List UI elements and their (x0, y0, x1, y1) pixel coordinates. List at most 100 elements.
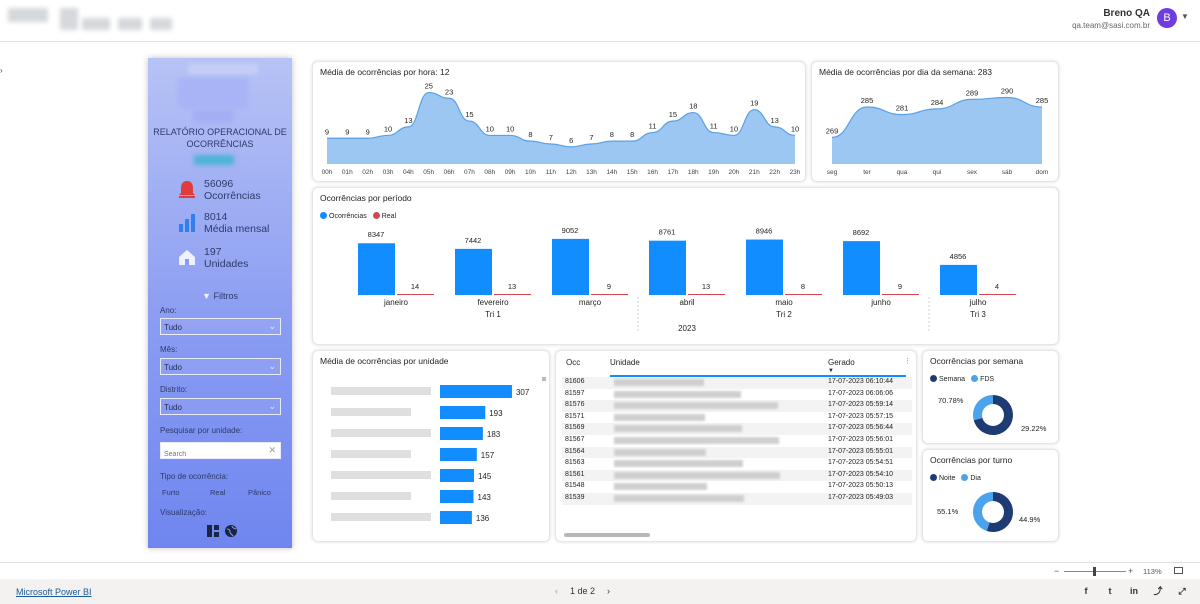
chevron-right-icon[interactable]: › (0, 66, 3, 75)
zoom-out-icon[interactable]: − (1054, 566, 1060, 576)
filter-select-mes[interactable]: Tudo ⌄ (160, 358, 281, 375)
unit-bar[interactable] (440, 406, 486, 419)
unit-chart-title: Média de ocorrências por unidade (320, 356, 449, 366)
unit-bar[interactable] (440, 511, 472, 524)
scroll-indicator[interactable] (542, 377, 546, 381)
bar-ocorrencias[interactable] (649, 240, 686, 295)
x-tick-label: 13h (586, 169, 597, 176)
year-label: 2023 (678, 324, 696, 333)
column-header-unidade[interactable]: Unidade (610, 358, 640, 367)
bar-ocorrencias[interactable] (843, 241, 880, 295)
table-row[interactable]: 81548 17-07-2023 05:50:13 (562, 481, 912, 493)
blurred-unit-label (331, 450, 411, 458)
table-row[interactable]: 81561 17-07-2023 05:54:10 (562, 469, 912, 482)
share-icon[interactable]: ⤴ (1153, 586, 1163, 596)
week-legend: Semana FDS (930, 375, 994, 383)
grid-icon[interactable] (206, 524, 220, 538)
bar-real[interactable] (688, 294, 725, 295)
chevron-left-icon[interactable]: ‹ (555, 586, 558, 596)
bar-ocorrencias[interactable] (455, 248, 492, 295)
linkedin-icon[interactable]: in (1130, 586, 1138, 596)
bar-real[interactable] (494, 294, 531, 295)
cell-unidade-blurred (614, 425, 742, 433)
bar-real[interactable] (591, 294, 628, 295)
cell-unidade-blurred (614, 379, 704, 386)
table-row[interactable]: 81563 17-07-2023 05:54:51 (562, 458, 912, 470)
tipo-option-furto[interactable]: Furto (162, 488, 180, 497)
legend-item-semana[interactable]: Semana (930, 375, 965, 383)
power-bi-link[interactable]: Microsoft Power BI (16, 587, 92, 597)
bar-real[interactable] (882, 294, 919, 295)
kpi-label: Média mensal (204, 223, 270, 235)
chevron-right-icon[interactable]: › (607, 586, 611, 596)
zoom-slider-handle[interactable] (1093, 567, 1096, 576)
footer-bar: − + 113% Microsoft Power BI ‹ 1 de 2 › f… (0, 562, 1200, 604)
chevron-down-icon[interactable]: ▼ (1181, 12, 1189, 21)
cell-unidade-blurred (614, 483, 707, 491)
table-row[interactable]: 81569 17-07-2023 05:56:44 (562, 423, 912, 435)
avatar[interactable]: B (1157, 8, 1177, 28)
table-row[interactable]: 81576 17-07-2023 05:59:14 (562, 400, 912, 412)
x-tick-label: 22h (769, 169, 780, 176)
table-row[interactable]: 81567 17-07-2023 05:56:01 (562, 435, 912, 447)
unit-bar[interactable] (440, 385, 512, 398)
x-tick-label: 15h (627, 169, 638, 176)
bar-value-label: 157 (481, 451, 495, 460)
x-tick-label: fevereiro (477, 298, 509, 307)
filter-select-ano[interactable]: Tudo ⌄ (160, 318, 281, 335)
kpi-ocorrencias: 56096 Ocorrências (176, 178, 261, 202)
column-header-gerado[interactable]: Gerado (828, 358, 855, 367)
table-row[interactable]: 81571 17-07-2023 05:57:15 (562, 411, 912, 424)
bar-real[interactable] (979, 294, 1016, 295)
unit-search-input[interactable] (161, 447, 261, 462)
twitter-icon[interactable]: t (1108, 586, 1112, 596)
x-tick-label: março (579, 298, 602, 307)
tipo-label: Tipo de ocorrência: (160, 472, 229, 481)
horizontal-scrollbar[interactable] (564, 533, 650, 537)
legend-item-noite[interactable]: Noite (930, 474, 955, 482)
zoom-in-icon[interactable]: + (1128, 566, 1134, 576)
bar-ocorrencias[interactable] (358, 243, 395, 295)
x-tick-label: 04h (403, 169, 414, 176)
legend-item-fds[interactable]: FDS (971, 375, 994, 383)
hourly-area-chart: 9 00h 9 01h 9 02h 10 03h 13 04h 25 05h 23 06h 15 07h 10 0… (322, 82, 801, 176)
unit-bar[interactable] (440, 490, 474, 503)
unit-bar[interactable] (440, 427, 483, 440)
table-row[interactable]: 81597 17-07-2023 06:06:06 (562, 388, 912, 401)
column-header-occ[interactable]: Occ (566, 358, 581, 367)
blurred-unit-label (331, 387, 431, 395)
header-underline (610, 375, 906, 377)
x-tick-label: 07h (464, 169, 475, 176)
bar-real[interactable] (397, 294, 434, 295)
facebook-icon[interactable]: f (1084, 586, 1088, 596)
hourly-chart-panel: Média de ocorrências por hora: 12 9 00h 9 0… (312, 61, 806, 182)
bar-ocorrencias[interactable] (940, 264, 977, 295)
bar-ocorrencias[interactable] (552, 238, 589, 295)
legend-item-real[interactable]: Real (372, 212, 396, 220)
x-tick-label: 08h (484, 169, 495, 176)
tipo-option-panico[interactable]: Pânico (248, 488, 271, 497)
cell-occ: 81561 (565, 470, 585, 478)
table-row[interactable]: 81606 17-07-2023 06:10:44 (562, 377, 912, 389)
tipo-option-real[interactable]: Real (210, 488, 226, 497)
sort-desc-icon[interactable]: ▼ (828, 368, 834, 374)
unit-bar[interactable] (440, 469, 474, 482)
blurred-unit-label (331, 513, 431, 521)
more-options-icon[interactable]: ⋮ (904, 358, 911, 365)
cell-unidade-blurred (614, 413, 705, 421)
globe-icon[interactable] (224, 524, 238, 538)
close-icon[interactable]: ✕ (268, 445, 276, 455)
legend-item-dia[interactable]: Dia (961, 474, 981, 482)
fit-page-icon[interactable] (1174, 567, 1183, 574)
legend-item-ocorrencias[interactable]: Ocorrências (320, 212, 367, 220)
filter-select-distrito[interactable]: Tudo ⌄ (160, 398, 281, 415)
table-row[interactable]: 81564 17-07-2023 05:55:01 (562, 446, 912, 459)
week-chart-title: Ocorrências por semana (930, 356, 1024, 366)
expand-icon[interactable]: ⤢ (1178, 586, 1186, 596)
bar-ocorrencias[interactable] (746, 239, 783, 295)
chevron-down-icon: ⌄ (268, 321, 276, 331)
bar-real[interactable] (785, 294, 822, 295)
unit-bar[interactable] (440, 448, 477, 461)
data-label: 23 (445, 87, 453, 96)
table-row[interactable]: 81539 17-07-2023 05:49:03 (562, 493, 912, 505)
